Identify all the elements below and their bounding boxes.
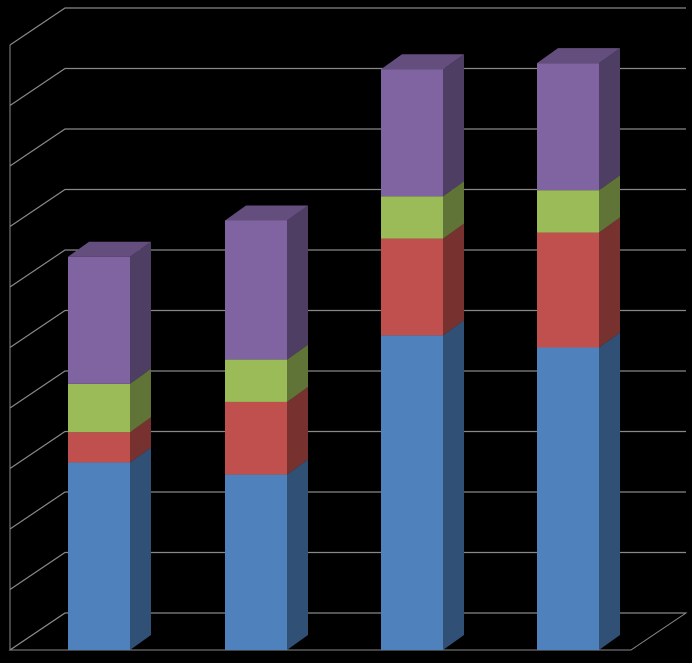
bar-side — [130, 417, 151, 463]
bar-top — [68, 241, 151, 257]
bar — [225, 359, 287, 402]
bar-side — [599, 175, 620, 233]
bar-side — [287, 459, 308, 650]
bar — [381, 196, 443, 239]
grid-line — [9, 7, 686, 46]
grid-line — [9, 188, 686, 227]
bar — [537, 190, 599, 233]
grid-line — [9, 491, 686, 530]
bar-side — [130, 241, 151, 384]
bar-top — [381, 54, 464, 70]
bar — [68, 432, 130, 463]
bar — [537, 63, 599, 191]
bar-side — [443, 320, 464, 650]
grid-line — [9, 430, 686, 469]
grid-line — [9, 551, 686, 590]
grid-line — [9, 370, 686, 409]
bar — [537, 347, 599, 650]
bar-side — [599, 48, 620, 191]
bar — [537, 232, 599, 348]
bar-side — [599, 217, 620, 348]
bar-side — [443, 54, 464, 197]
bar-top — [537, 48, 620, 64]
bar-side — [287, 386, 308, 475]
bar-side — [130, 368, 151, 433]
grid-line — [9, 309, 686, 348]
bar — [225, 474, 287, 650]
bar — [225, 220, 287, 360]
bar — [381, 238, 443, 336]
bar — [68, 462, 130, 650]
bar-top — [225, 205, 308, 221]
bar — [68, 383, 130, 433]
grid-line — [9, 128, 686, 167]
grid-line — [9, 67, 686, 106]
bar — [68, 256, 130, 384]
bar-side — [287, 344, 308, 402]
bar — [381, 335, 443, 650]
bar-side — [130, 447, 151, 650]
bar-side — [599, 332, 620, 650]
bar-side — [287, 205, 308, 360]
bar — [225, 401, 287, 475]
grid-line — [9, 612, 686, 651]
bar-side — [443, 223, 464, 336]
bar-side — [443, 181, 464, 239]
bar — [381, 69, 443, 197]
grid-line — [9, 249, 686, 288]
